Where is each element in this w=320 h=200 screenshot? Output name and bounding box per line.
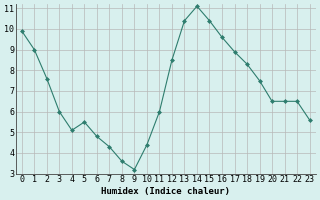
X-axis label: Humidex (Indice chaleur): Humidex (Indice chaleur)	[101, 187, 230, 196]
